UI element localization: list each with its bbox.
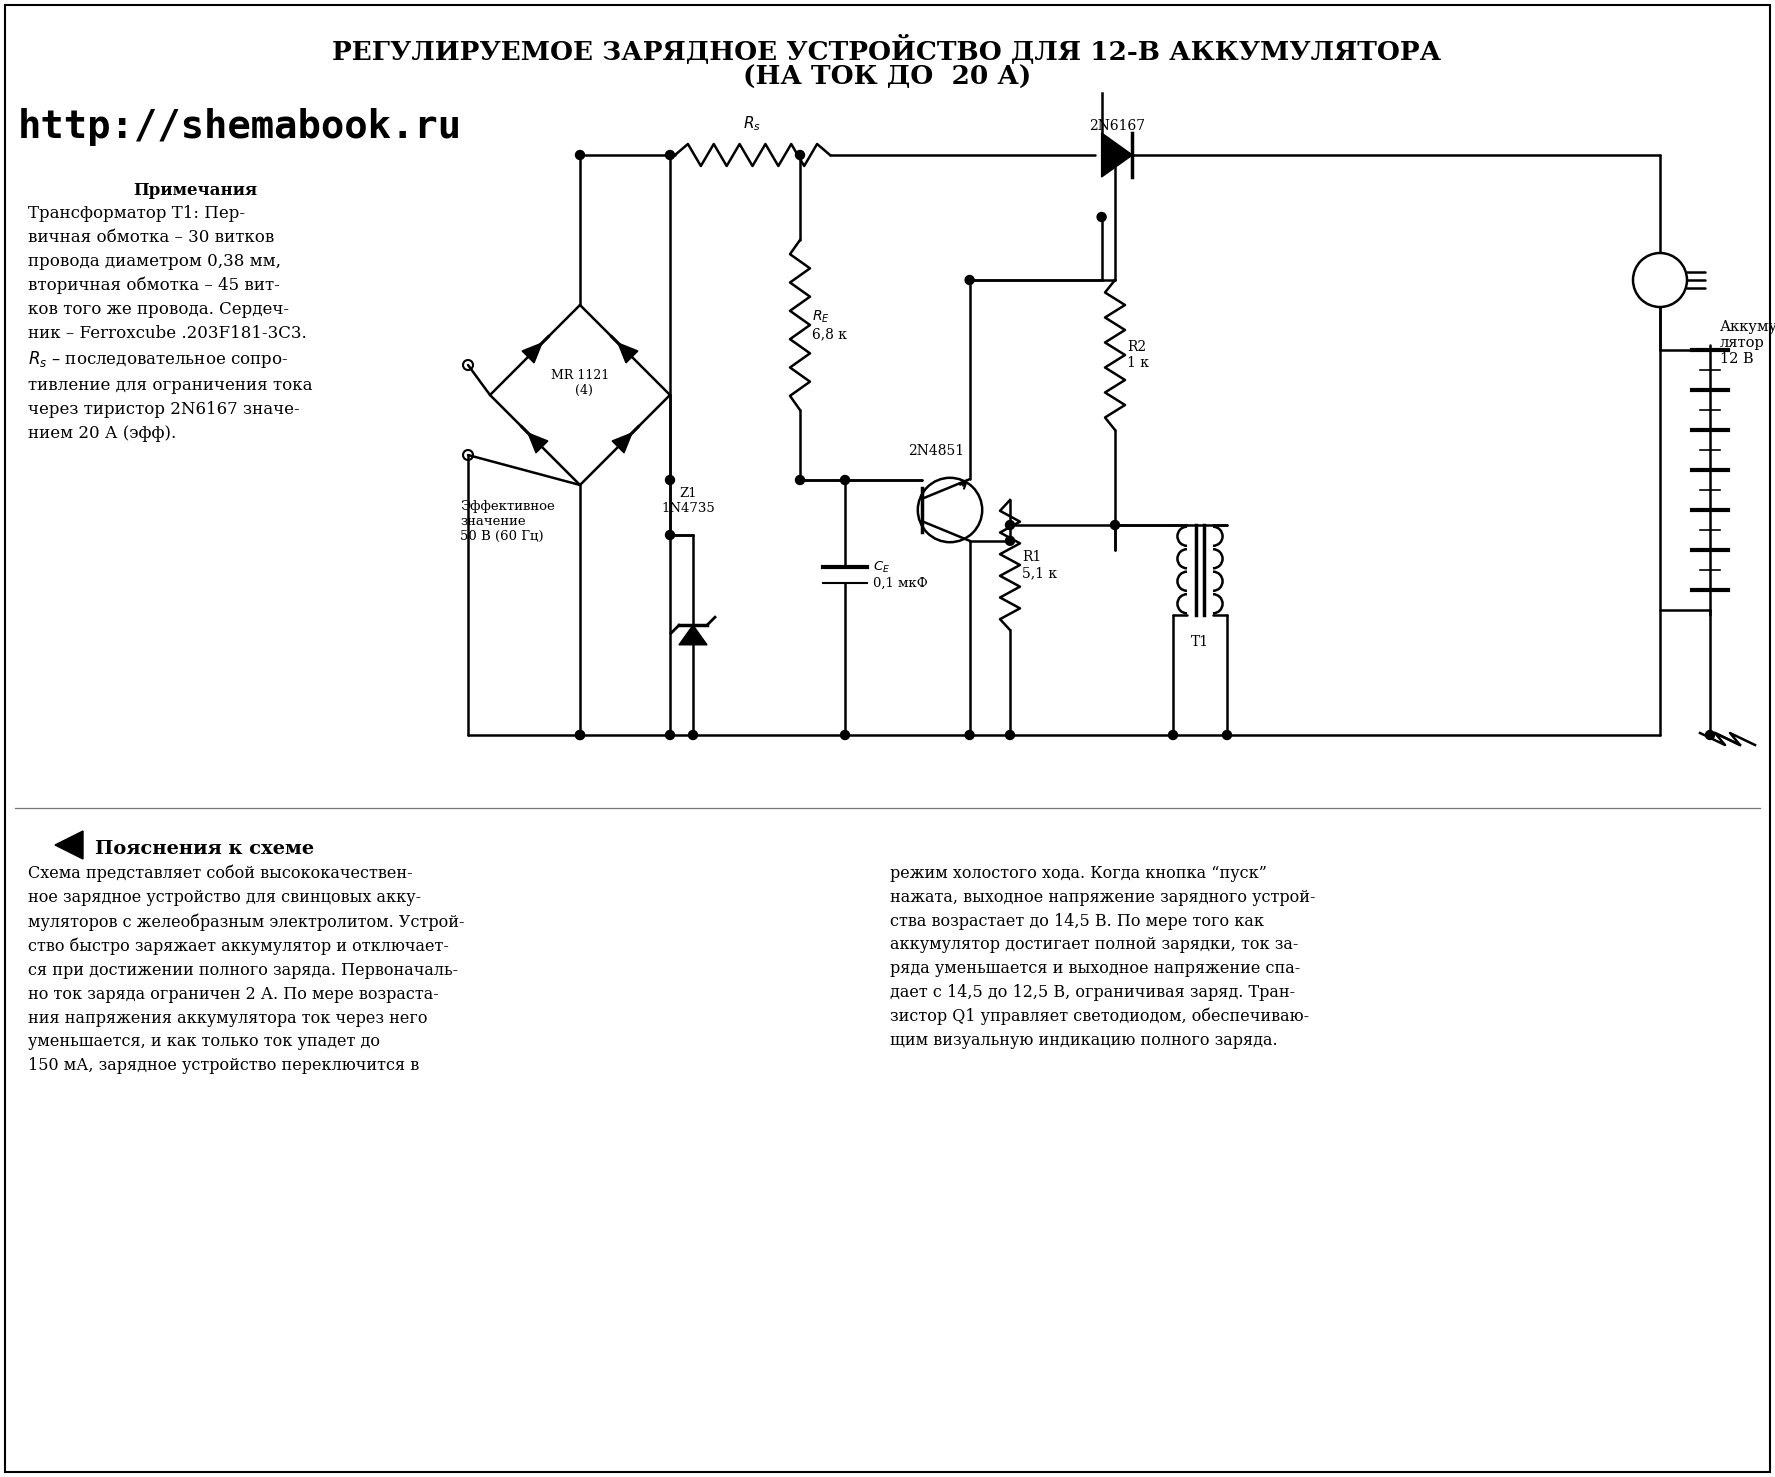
Text: Пояснения к схеме: Пояснения к схеме	[96, 840, 314, 858]
Text: $R_s$: $R_s$	[744, 114, 761, 133]
Polygon shape	[522, 343, 541, 363]
Circle shape	[666, 731, 674, 740]
Circle shape	[1706, 731, 1715, 740]
Polygon shape	[529, 433, 548, 453]
Text: РЕГУЛИРУЕМОЕ ЗАРЯДНОЕ УСТРОЙСТВО ДЛЯ 12-В АККУМУЛЯТОРА: РЕГУЛИРУЕМОЕ ЗАРЯДНОЕ УСТРОЙСТВО ДЛЯ 12-…	[332, 35, 1441, 65]
Text: Эффективное
значение
50 В (60 Гц): Эффективное значение 50 В (60 Гц)	[460, 501, 556, 544]
Circle shape	[795, 476, 804, 484]
Circle shape	[666, 476, 674, 484]
Circle shape	[575, 151, 584, 160]
Circle shape	[1168, 731, 1177, 740]
Text: режим холостого хода. Когда кнопка “пуск”
нажата, выходное напряжение зарядного : режим холостого хода. Когда кнопка “пуск…	[889, 866, 1315, 1049]
Text: Схема представляет собой высококачествен-
ное зарядное устройство для свинцовых : Схема представляет собой высококачествен…	[28, 866, 465, 1074]
Circle shape	[1005, 536, 1015, 545]
Text: T1: T1	[1191, 635, 1209, 648]
Circle shape	[1005, 731, 1015, 740]
Polygon shape	[55, 832, 83, 860]
Circle shape	[1005, 520, 1015, 529]
Text: 2N4851: 2N4851	[909, 445, 964, 458]
Circle shape	[1111, 520, 1120, 529]
Text: Аккуму-
лятор
12 В: Аккуму- лятор 12 В	[1720, 321, 1775, 366]
Text: $R_E$
6,8 к: $R_E$ 6,8 к	[811, 309, 847, 341]
Polygon shape	[1102, 133, 1132, 177]
Polygon shape	[618, 343, 637, 363]
Circle shape	[1633, 253, 1686, 307]
Circle shape	[666, 151, 674, 160]
Circle shape	[575, 731, 584, 740]
Text: R1
5,1 к: R1 5,1 к	[1022, 549, 1058, 580]
Circle shape	[1111, 151, 1120, 160]
Polygon shape	[612, 433, 632, 453]
Text: Примечания: Примечания	[133, 182, 257, 199]
Circle shape	[966, 276, 974, 285]
Text: A: A	[1654, 273, 1667, 287]
Text: Трансформатор Т1: Пер-
вичная обмотка – 30 витков
провода диаметром 0,38 мм,
вто: Трансформатор Т1: Пер- вичная обмотка – …	[28, 205, 312, 442]
Circle shape	[689, 731, 698, 740]
Circle shape	[666, 530, 674, 539]
Text: 2N6167: 2N6167	[1088, 120, 1145, 133]
Circle shape	[841, 731, 850, 740]
Circle shape	[1097, 213, 1106, 222]
Text: Z1
1N4735: Z1 1N4735	[660, 487, 715, 515]
Circle shape	[841, 476, 850, 484]
Circle shape	[575, 731, 584, 740]
Polygon shape	[680, 625, 706, 645]
Text: http://shemabook.ru: http://shemabook.ru	[18, 108, 462, 146]
Circle shape	[966, 731, 974, 740]
Circle shape	[1223, 731, 1232, 740]
Text: (НА ТОК ДО  20 А): (НА ТОК ДО 20 А)	[744, 65, 1031, 90]
Circle shape	[795, 151, 804, 160]
Text: $C_E$
0,1 мкФ: $C_E$ 0,1 мкФ	[873, 560, 928, 589]
Text: MR 1121
  (4): MR 1121 (4)	[550, 369, 609, 397]
Text: R2
1 к: R2 1 к	[1127, 340, 1148, 371]
